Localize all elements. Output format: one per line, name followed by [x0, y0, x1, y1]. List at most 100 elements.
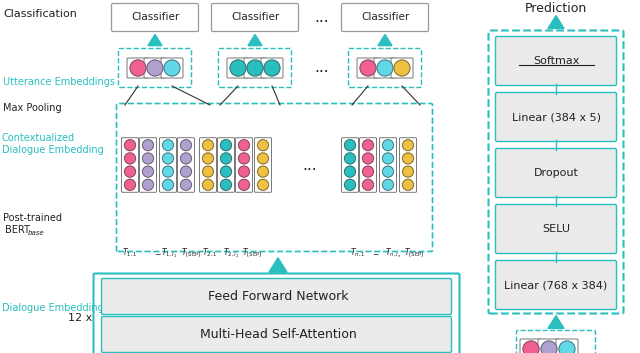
Text: Max Pooling: Max Pooling	[3, 103, 61, 113]
Text: Dropout: Dropout	[534, 168, 579, 178]
FancyBboxPatch shape	[102, 317, 451, 353]
FancyBboxPatch shape	[380, 138, 397, 192]
FancyBboxPatch shape	[495, 149, 616, 197]
Circle shape	[164, 60, 180, 76]
Polygon shape	[548, 316, 564, 328]
Text: Utterance Embeddings: Utterance Embeddings	[3, 77, 115, 87]
FancyBboxPatch shape	[516, 330, 595, 353]
FancyBboxPatch shape	[360, 138, 376, 192]
Circle shape	[202, 153, 214, 164]
Circle shape	[383, 153, 394, 164]
Circle shape	[180, 140, 191, 151]
FancyBboxPatch shape	[495, 36, 616, 85]
Text: base: base	[28, 230, 45, 236]
Circle shape	[239, 166, 250, 177]
Polygon shape	[248, 34, 262, 46]
FancyBboxPatch shape	[374, 58, 396, 78]
FancyBboxPatch shape	[218, 48, 291, 88]
Text: Classification: Classification	[3, 9, 77, 19]
FancyBboxPatch shape	[159, 138, 177, 192]
Circle shape	[541, 341, 557, 353]
Circle shape	[180, 166, 191, 177]
FancyBboxPatch shape	[342, 4, 429, 31]
Text: ...: ...	[315, 11, 330, 25]
Circle shape	[125, 140, 136, 151]
Text: $T_{2,l_2}$: $T_{2,l_2}$	[223, 246, 239, 260]
Circle shape	[344, 179, 355, 190]
FancyBboxPatch shape	[200, 138, 216, 192]
Circle shape	[362, 153, 374, 164]
FancyBboxPatch shape	[399, 138, 417, 192]
Circle shape	[147, 60, 163, 76]
Text: Dialogue Embedding: Dialogue Embedding	[2, 145, 104, 155]
Circle shape	[239, 153, 250, 164]
Text: 12 x: 12 x	[68, 313, 92, 323]
Text: Contextualized: Contextualized	[2, 133, 75, 143]
Text: Dialogue Embedding: Dialogue Embedding	[2, 303, 104, 313]
Text: ...: ...	[303, 157, 317, 173]
Text: Classifier: Classifier	[231, 12, 279, 22]
Polygon shape	[269, 258, 287, 272]
FancyBboxPatch shape	[357, 58, 379, 78]
FancyBboxPatch shape	[93, 274, 460, 353]
Circle shape	[257, 166, 269, 177]
FancyBboxPatch shape	[342, 138, 358, 192]
Circle shape	[257, 153, 269, 164]
Circle shape	[125, 166, 136, 177]
Text: Multi-Head Self-Attention: Multi-Head Self-Attention	[200, 328, 356, 341]
Text: $-$: $-$	[154, 249, 162, 257]
Circle shape	[221, 179, 232, 190]
Circle shape	[257, 179, 269, 190]
Circle shape	[180, 179, 191, 190]
Circle shape	[523, 341, 539, 353]
FancyBboxPatch shape	[391, 58, 413, 78]
Circle shape	[180, 153, 191, 164]
Circle shape	[163, 166, 173, 177]
FancyBboxPatch shape	[102, 279, 451, 315]
Circle shape	[403, 140, 413, 151]
Text: $T_{\rm{[SEP]}}$: $T_{\rm{[SEP]}}$	[242, 246, 262, 259]
Text: Softmax: Softmax	[533, 56, 579, 66]
FancyBboxPatch shape	[116, 103, 433, 251]
FancyBboxPatch shape	[118, 48, 191, 88]
Circle shape	[239, 179, 250, 190]
Circle shape	[264, 60, 280, 76]
Circle shape	[377, 60, 393, 76]
FancyBboxPatch shape	[140, 138, 157, 192]
Circle shape	[362, 179, 374, 190]
Circle shape	[247, 60, 263, 76]
Text: Linear (768 x 384): Linear (768 x 384)	[504, 280, 607, 290]
Circle shape	[403, 179, 413, 190]
FancyBboxPatch shape	[236, 138, 253, 192]
FancyBboxPatch shape	[127, 58, 149, 78]
Circle shape	[130, 60, 146, 76]
Text: Post-trained: Post-trained	[3, 213, 62, 223]
Text: $T_{2,1}$: $T_{2,1}$	[202, 247, 218, 259]
Text: $-$: $-$	[372, 249, 380, 257]
Circle shape	[143, 140, 154, 151]
FancyBboxPatch shape	[111, 4, 198, 31]
Text: ...: ...	[315, 60, 330, 76]
Circle shape	[360, 60, 376, 76]
Text: $T_{1,1}$: $T_{1,1}$	[122, 247, 138, 259]
FancyBboxPatch shape	[227, 58, 249, 78]
Polygon shape	[548, 16, 564, 28]
Circle shape	[383, 179, 394, 190]
FancyBboxPatch shape	[495, 204, 616, 253]
Circle shape	[143, 153, 154, 164]
Circle shape	[143, 179, 154, 190]
Text: Feed Forward Network: Feed Forward Network	[208, 289, 348, 303]
FancyBboxPatch shape	[244, 58, 266, 78]
Circle shape	[344, 140, 355, 151]
Circle shape	[202, 179, 214, 190]
FancyBboxPatch shape	[538, 339, 560, 353]
FancyBboxPatch shape	[520, 339, 542, 353]
Circle shape	[221, 166, 232, 177]
FancyBboxPatch shape	[177, 138, 195, 192]
Circle shape	[403, 153, 413, 164]
Text: $T_{\rm{[SEP]}}$: $T_{\rm{[SEP]}}$	[404, 246, 424, 259]
Circle shape	[125, 179, 136, 190]
FancyBboxPatch shape	[488, 30, 623, 313]
Text: Classifier: Classifier	[361, 12, 409, 22]
FancyBboxPatch shape	[122, 138, 138, 192]
